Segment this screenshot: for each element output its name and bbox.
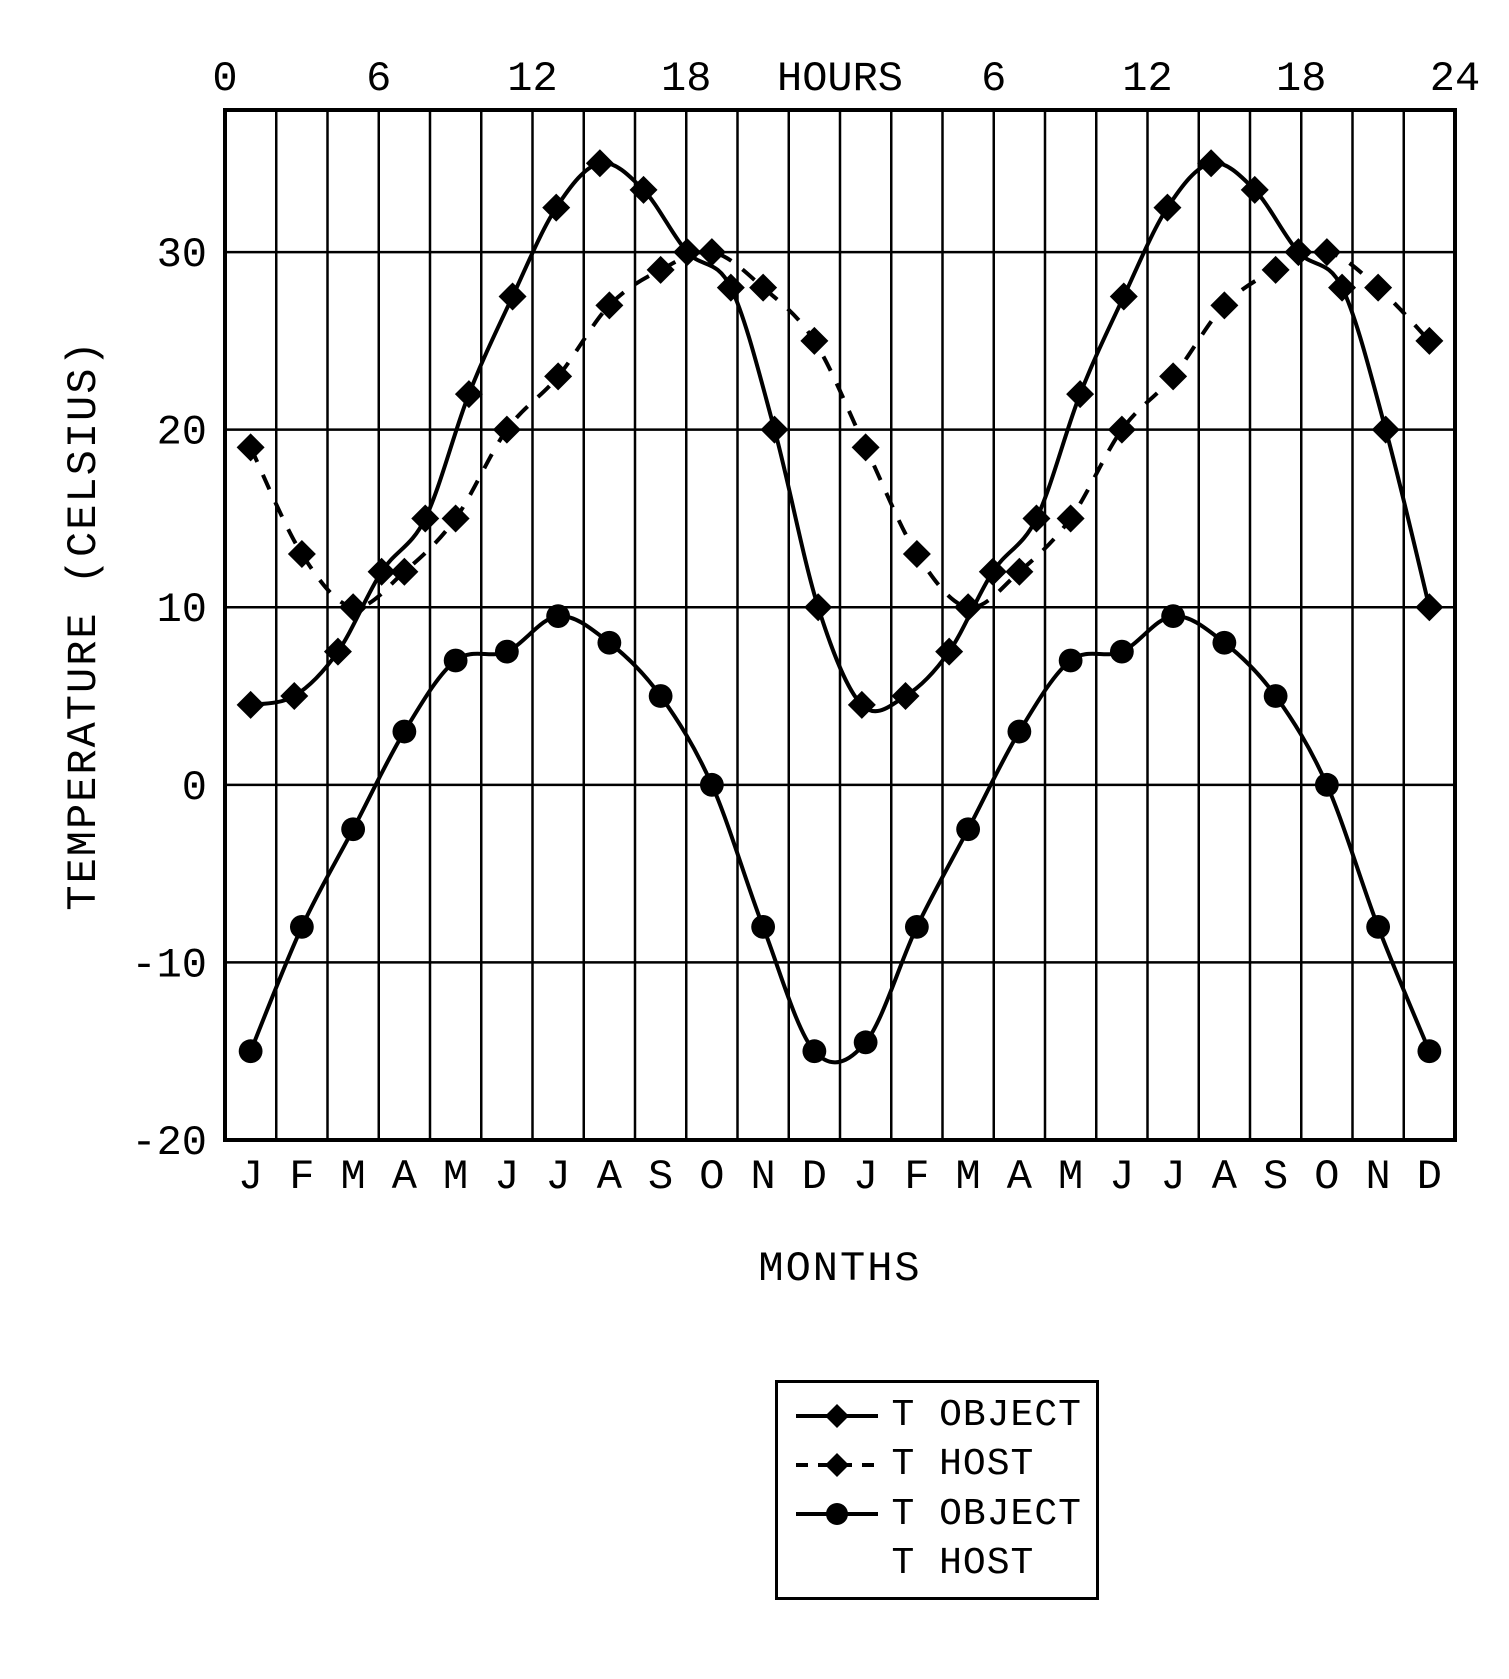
- svg-text:J: J: [1109, 1153, 1134, 1201]
- svg-text:M: M: [955, 1153, 980, 1201]
- temperature-chart: -20-100102030TEMPERATURE (CELSIUS)JFMAMJ…: [55, 40, 1485, 1350]
- chart-legend: T OBJECTT HOSTT OBJECTT HOST: [775, 1380, 1099, 1600]
- legend-swatch: [792, 1549, 882, 1579]
- svg-text:A: A: [596, 1153, 622, 1201]
- svg-text:D: D: [1416, 1153, 1441, 1201]
- legend-row: T HOST: [792, 1440, 1082, 1489]
- svg-text:N: N: [750, 1153, 775, 1201]
- svg-text:J: J: [545, 1153, 570, 1201]
- svg-text:F: F: [289, 1153, 314, 1201]
- svg-text:M: M: [443, 1153, 468, 1201]
- svg-text:O: O: [699, 1153, 724, 1201]
- legend-label: T OBJECT: [892, 1391, 1082, 1440]
- svg-text:-20: -20: [131, 1119, 207, 1167]
- svg-text:0: 0: [212, 55, 237, 103]
- svg-text:-10: -10: [131, 941, 207, 989]
- svg-text:D: D: [801, 1153, 826, 1201]
- svg-text:J: J: [494, 1153, 519, 1201]
- svg-text:F: F: [904, 1153, 929, 1201]
- svg-text:J: J: [238, 1153, 263, 1201]
- legend-label: T HOST: [892, 1440, 1035, 1489]
- legend-row: T OBJECT: [792, 1391, 1082, 1440]
- svg-text:J: J: [853, 1153, 878, 1201]
- svg-text:A: A: [391, 1153, 417, 1201]
- svg-text:M: M: [1058, 1153, 1083, 1201]
- svg-text:10: 10: [156, 586, 206, 634]
- legend-swatch: [792, 1450, 882, 1480]
- svg-text:A: A: [1006, 1153, 1032, 1201]
- svg-text:6: 6: [366, 55, 391, 103]
- svg-text:30: 30: [156, 231, 206, 279]
- svg-text:O: O: [1314, 1153, 1339, 1201]
- chart-container: -20-100102030TEMPERATURE (CELSIUS)JFMAMJ…: [55, 40, 1455, 1600]
- legend-swatch: [792, 1401, 882, 1431]
- svg-text:24: 24: [1429, 55, 1479, 103]
- legend-row: T OBJECT: [792, 1490, 1082, 1539]
- svg-text:18: 18: [661, 55, 711, 103]
- svg-text:HOURS: HOURS: [776, 55, 902, 103]
- svg-text:TEMPERATURE (CELSIUS): TEMPERATURE (CELSIUS): [60, 339, 108, 910]
- svg-text:J: J: [1160, 1153, 1185, 1201]
- svg-text:S: S: [648, 1153, 673, 1201]
- svg-text:M: M: [340, 1153, 365, 1201]
- svg-text:N: N: [1365, 1153, 1390, 1201]
- svg-text:A: A: [1211, 1153, 1237, 1201]
- legend-label: T HOST: [892, 1539, 1035, 1588]
- svg-text:18: 18: [1276, 55, 1326, 103]
- svg-text:6: 6: [981, 55, 1006, 103]
- legend-swatch: [792, 1499, 882, 1529]
- svg-text:12: 12: [507, 55, 557, 103]
- svg-text:0: 0: [181, 764, 206, 812]
- svg-text:20: 20: [156, 409, 206, 457]
- legend-row: T HOST: [792, 1539, 1082, 1588]
- svg-text:S: S: [1263, 1153, 1288, 1201]
- svg-text:MONTHS: MONTHS: [758, 1245, 921, 1293]
- legend-label: T OBJECT: [892, 1490, 1082, 1539]
- svg-text:12: 12: [1122, 55, 1172, 103]
